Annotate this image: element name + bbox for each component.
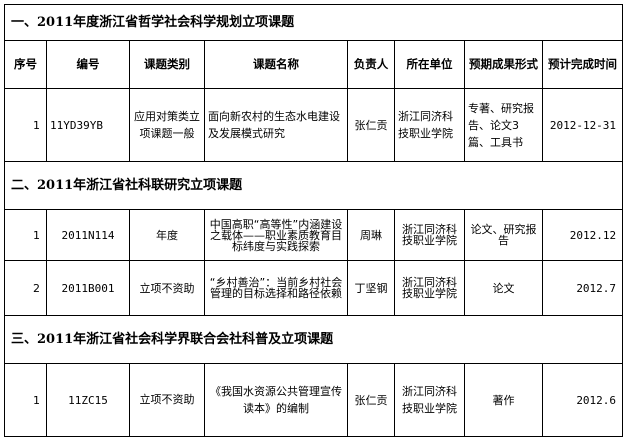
section-title: 三、2011年浙江省社会科学界联合会社科普及立项课题 (3, 315, 624, 364)
cell-category: 立项不资助 (129, 363, 205, 437)
cell-leader: 丁坚钢 (347, 260, 395, 316)
cell-name: 面向新农村的生态水电建设及发展模式研究 (204, 88, 348, 162)
cell-output: 专著、研究报告、论文3篇、工具书 (464, 88, 543, 162)
cell-leader: 张仁贡 (347, 363, 395, 437)
header-seq: 序号 (4, 40, 47, 89)
cell-seq: 1 (4, 209, 47, 261)
cell-code: 2011N114 (46, 209, 130, 261)
cell-unit: 浙江同济科技职业学院 (394, 209, 465, 261)
cell-code: 11ZC15 (46, 363, 130, 437)
table-row: 2 2011B001 立项不资助 “乡村善治”：当前乡村社会管理的目标选择和路径… (4, 260, 624, 316)
section-title: 一、2011年度浙江省哲学社会科学规划立项课题 (3, 4, 624, 41)
header-output: 预期成果形式 (464, 40, 543, 89)
header-unit: 所在单位 (394, 40, 465, 89)
cell-category: 应用对策类立项课题一般 (129, 88, 205, 162)
cell-seq: 2 (4, 260, 47, 316)
table-row: 1 11YD39YB 应用对策类立项课题一般 面向新农村的生态水电建设及发展模式… (4, 88, 624, 162)
cell-leader: 周琳 (347, 209, 395, 261)
cell-output: 论文 (464, 260, 543, 316)
header-category: 课题类别 (129, 40, 205, 89)
cell-leader: 张仁贡 (347, 88, 395, 162)
header-leader: 负责人 (347, 40, 395, 89)
cell-seq: 1 (4, 88, 47, 162)
cell-output: 论文、研究报告 (464, 209, 543, 261)
project-table: 一、2011年度浙江省哲学社会科学规划立项课题 序号 编号 课题类别 课题名称 … (3, 4, 624, 437)
section-title: 二、2011年浙江省社科联研究立项课题 (3, 161, 624, 210)
cell-unit: 浙江同济科技职业学院 (394, 260, 465, 316)
table-row: 1 11ZC15 立项不资助 《我国水资源公共管理宣传读本》的编制 张仁贡 浙江… (4, 363, 624, 437)
cell-category: 年度 (129, 209, 205, 261)
cell-due: 2012.7 (541, 260, 624, 316)
cell-name: 《我国水资源公共管理宣传读本》的编制 (204, 363, 348, 437)
table-row: 1 2011N114 年度 中国高职“高等性”内涵建设之载体——职业素质教育目标… (4, 209, 624, 261)
cell-category: 立项不资助 (129, 260, 205, 316)
cell-due: 2012.12 (541, 209, 624, 261)
cell-code: 2011B001 (46, 260, 130, 316)
cell-due: 2012-12-31 (541, 88, 624, 162)
cell-code: 11YD39YB (46, 88, 130, 162)
cell-name: “乡村善治”：当前乡村社会管理的目标选择和路径依赖 (204, 260, 348, 316)
header-name: 课题名称 (204, 40, 348, 89)
cell-seq: 1 (4, 363, 47, 437)
table-header-row: 序号 编号 课题类别 课题名称 负责人 所在单位 预期成果形式 预计完成时间 (4, 40, 624, 89)
cell-unit: 浙江同济科技职业学院 (394, 88, 465, 162)
cell-output: 著作 (464, 363, 543, 437)
cell-due: 2012.6 (541, 363, 624, 437)
cell-unit: 浙江同济科技职业学院 (394, 363, 465, 437)
cell-name: 中国高职“高等性”内涵建设之载体——职业素质教育目标纬度与实践探索 (204, 209, 348, 261)
header-due: 预计完成时间 (541, 40, 624, 89)
header-code: 编号 (46, 40, 130, 89)
